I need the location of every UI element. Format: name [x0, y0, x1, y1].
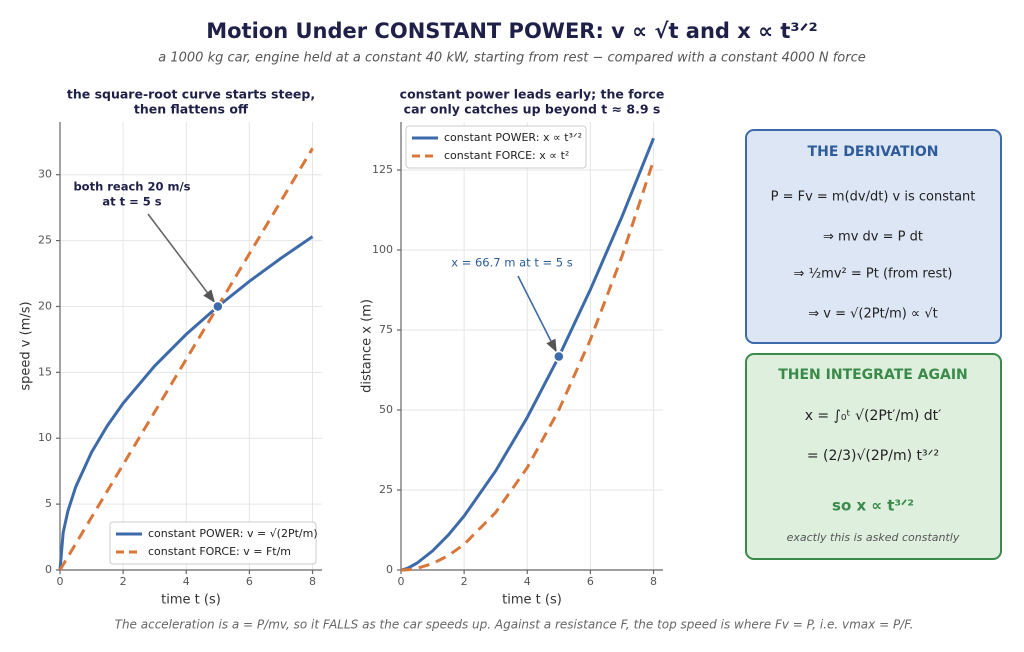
chart-title: the square-root curve starts steep,	[67, 87, 315, 102]
subtitle: a 1000 kg car, engine held at a constant…	[158, 51, 865, 66]
x-tick-label: 0	[57, 575, 64, 588]
legend-label: constant FORCE: v = Ft/m	[148, 545, 291, 558]
legend-box	[109, 521, 317, 565]
annotation: at t = 5 s	[102, 195, 161, 209]
legend-label: constant POWER: x ∝ t³ᐟ²	[444, 131, 582, 144]
integrate-box	[745, 353, 1002, 560]
title: Motion Under CONSTANT POWER: v ∝ √t and …	[206, 19, 818, 43]
y-tick-label: 10	[38, 431, 52, 444]
legend-label: constant POWER: v = √(2Pt/m)	[148, 527, 318, 540]
x-tick-label: 4	[183, 575, 190, 588]
y-tick-label: 30	[38, 168, 52, 181]
x-tick-label: 4	[524, 575, 531, 588]
y-tick-label: 100	[372, 243, 393, 256]
data-line	[400, 159, 655, 572]
y-axis-label: speed v (m/s)	[19, 301, 34, 390]
x-tick-label: 6	[587, 575, 594, 588]
annotation-arrow	[147, 213, 215, 303]
chart-title: car only catches up beyond t ≈ 8.9 s	[404, 102, 661, 117]
y-tick-label: 25	[38, 234, 52, 247]
y-tick-label: 75	[379, 323, 393, 336]
footnote: The acceleration is a = P/mv, so it FALL…	[115, 618, 914, 632]
y-tick-label: 0	[386, 563, 393, 576]
note: exactly this is asked constantly	[787, 531, 960, 544]
x-tick-label: 2	[120, 575, 127, 588]
highlight-point	[212, 300, 224, 313]
equation: ⇒ mv dv = P dt	[823, 230, 923, 245]
y-tick-label: 15	[38, 365, 52, 378]
y-tick-label: 5	[45, 497, 52, 510]
x-tick-label: 2	[461, 575, 468, 588]
y-tick-label: 50	[379, 403, 393, 416]
box-title: THEN INTEGRATE AGAIN	[778, 367, 968, 383]
y-tick-label: 25	[379, 483, 393, 496]
highlight-point	[553, 350, 565, 363]
x-axis-label: time t (s)	[161, 593, 221, 608]
conclusion: so x ∝ t³ᐟ²	[832, 497, 914, 515]
data-line	[58, 235, 314, 571]
annotation: x = 66.7 m at t = 5 s	[451, 256, 573, 270]
equation: x = ∫₀ᵗ √(2Pt′/m) dt′	[805, 408, 942, 424]
x-axis-label: time t (s)	[502, 593, 562, 608]
equation: P = Fv = m(dv/dt) v is constant	[771, 190, 976, 205]
legend-label: constant FORCE: x ∝ t²	[444, 149, 569, 162]
chart-title: constant power leads early; the force	[400, 87, 665, 102]
y-tick-label: 0	[45, 563, 52, 576]
x-tick-label: 0	[398, 575, 405, 588]
x-tick-label: 8	[650, 575, 657, 588]
legend-box	[405, 125, 587, 169]
y-axis-label: distance x (m)	[360, 299, 375, 393]
equation: = (2/3)√(2P/m) t³ᐟ²	[807, 448, 939, 464]
data-line	[400, 137, 655, 572]
annotation: both reach 20 m/s	[73, 180, 190, 194]
equation: ⇒ v = √(2Pt/m) ∝ √t	[808, 307, 938, 322]
y-tick-label: 20	[38, 299, 52, 312]
x-tick-label: 8	[309, 575, 316, 588]
chart-title: then flattens off	[134, 102, 249, 117]
equation: ⇒ ½mv² = Pt (from rest)	[794, 267, 953, 282]
x-tick-label: 6	[246, 575, 253, 588]
box-title: THE DERIVATION	[808, 144, 939, 160]
annotation-arrow	[517, 275, 557, 353]
derivation-box	[745, 129, 1002, 344]
y-tick-label: 125	[372, 163, 393, 176]
data-line	[58, 147, 314, 571]
